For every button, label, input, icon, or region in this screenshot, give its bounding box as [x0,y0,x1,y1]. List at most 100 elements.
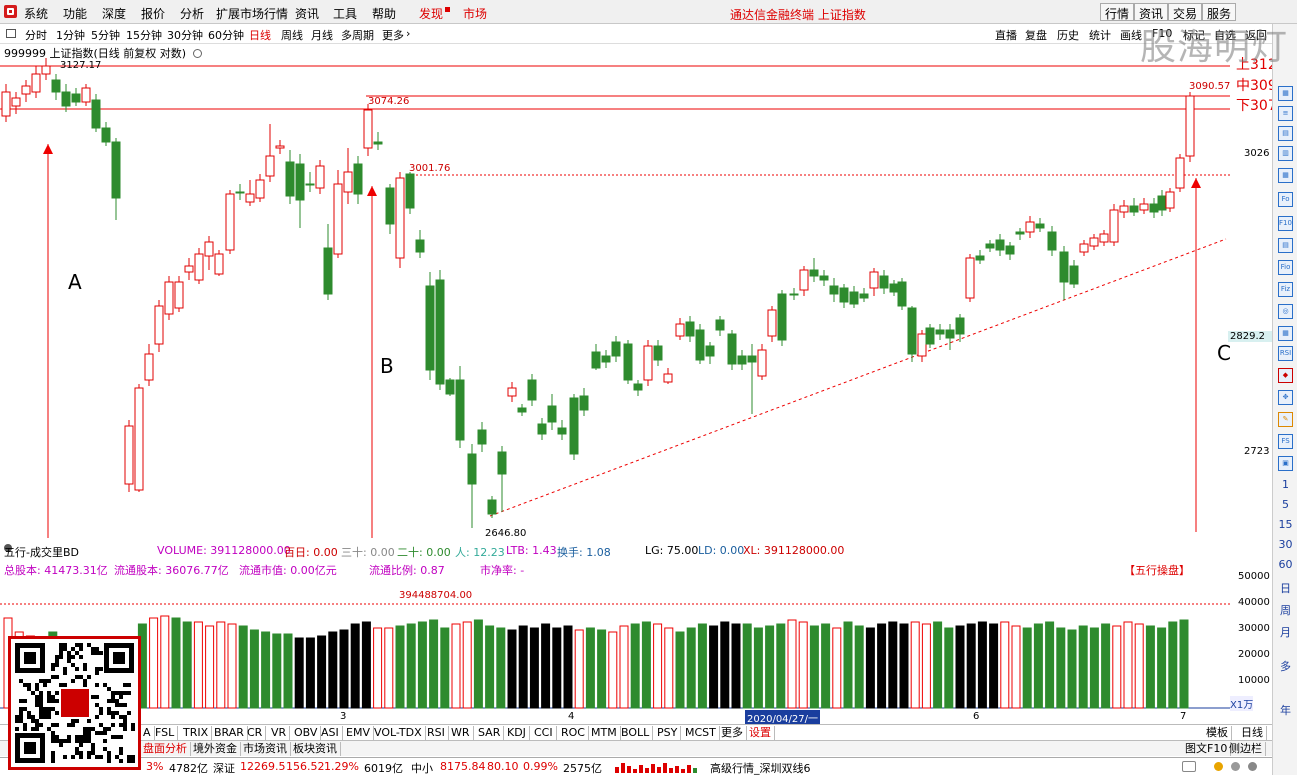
tab-review[interactable]: 复盘 [1025,29,1047,42]
period-15min[interactable]: 15分钟 [126,29,162,42]
grid-view-icon[interactable]: ▦ [1278,86,1293,101]
settings-gear-icon[interactable] [1248,762,1257,771]
indicator-tab-4[interactable]: CR [244,726,267,740]
indicator-tab-0[interactable]: A [140,726,155,740]
period-1min[interactable]: 1分钟 [56,29,85,42]
menu-system[interactable]: 系统 [24,7,49,21]
layout-icon[interactable]: ▣ [1278,456,1293,471]
period-side-5[interactable]: 5 [1282,498,1289,511]
wuxing-button[interactable]: 【五行操盘】 [1124,564,1190,577]
gem-icon[interactable]: ◆ [1278,368,1293,383]
chevron-right-icon[interactable]: › [406,27,411,40]
table-view-icon[interactable]: ▦ [1278,168,1293,183]
indicator-tab-11[interactable]: WR [448,726,474,740]
layout-toggle-icon[interactable] [6,29,16,38]
tab-foreign-capital[interactable]: 境外资金 [190,742,241,756]
period-side-year[interactable]: 年 [1280,704,1291,717]
candlestick-chart[interactable] [0,44,1230,539]
fio-icon[interactable]: Fio [1278,260,1293,275]
tab-watchlist[interactable]: 自选 [1214,29,1236,42]
btn-service[interactable]: 服务 [1202,3,1237,21]
tab-stats[interactable]: 统计 [1089,29,1111,42]
period-monthly[interactable]: 月线 [311,29,333,42]
menu-news[interactable]: 资讯 [295,7,320,21]
period-5min[interactable]: 5分钟 [91,29,120,42]
indicator-tab-16[interactable]: MTM [588,726,621,740]
alert-icon[interactable] [1214,762,1223,771]
period-side-60[interactable]: 60 [1278,558,1293,571]
menu-function[interactable]: 功能 [63,7,88,21]
volume-chart[interactable] [0,540,1230,710]
circle-tool-icon[interactable]: ◎ [1278,304,1293,319]
btn-quotes[interactable]: 行情 [1100,3,1135,21]
indicator-tab-13[interactable]: KDJ [504,726,530,740]
network-icon[interactable] [1231,762,1240,771]
fs-icon[interactable]: FS [1278,434,1293,449]
tab-sector-news[interactable]: 板块资讯 [290,742,341,756]
doc-icon[interactable]: ▤ [1278,238,1293,253]
period-side-multi[interactable]: 多 [1280,660,1291,673]
indicator-tab-5[interactable]: VR [268,726,291,740]
indicator-tab-10[interactable]: RSI [424,726,449,740]
period-side-30[interactable]: 30 [1278,538,1293,551]
f10-icon[interactable]: F10 [1278,216,1293,231]
indicator-tab-1[interactable]: FSL [152,726,179,740]
indicator-tab-19[interactable]: MCST [682,726,720,740]
tab-f10[interactable]: F10 [1152,27,1173,40]
period-more[interactable]: 更多 [382,29,404,42]
indicator-tab-2[interactable]: TRIX [180,726,213,740]
period-30min[interactable]: 30分钟 [167,29,203,42]
rsi-icon[interactable]: RSI [1278,346,1293,361]
indicator-tab-12[interactable]: SAR [475,726,505,740]
tab-draw[interactable]: 画线 [1120,29,1142,42]
menu-depth[interactable]: 深度 [102,7,127,21]
chart-view-icon[interactable]: ▤ [1278,126,1293,141]
tab-sidebar[interactable]: 侧边栏 [1226,742,1266,756]
tab-mark[interactable]: 标记 [1183,29,1205,42]
tab-live[interactable]: 直播 [995,29,1017,42]
move-icon[interactable]: ✥ [1278,390,1293,405]
settings-icon[interactable] [192,49,202,58]
tab-discover[interactable]: 发现 [419,7,444,21]
tab-history[interactable]: 历史 [1057,29,1079,42]
period-intraday[interactable]: 分时 [25,29,47,42]
tab-market[interactable]: 市场 [463,7,488,21]
tab-back[interactable]: 返回 [1245,29,1267,42]
indicator-tab-18[interactable]: PSY [654,726,682,740]
fiz-icon[interactable]: Fiz [1278,282,1293,297]
bottom-right-tab-0[interactable]: 模板 [1203,726,1232,740]
pencil-icon[interactable]: ✎ [1278,412,1293,427]
tab-market-analysis[interactable]: 盘面分析 [140,742,191,756]
tab-f10-text[interactable]: 图文F10 [1182,742,1232,756]
menu-extended-market[interactable]: 扩展市场行情 [216,7,289,21]
period-weekly[interactable]: 周线 [281,29,303,42]
indicator-tab-6[interactable]: OBV [291,726,322,740]
indicator-tab-17[interactable]: BOLL [618,726,654,740]
period-side-15[interactable]: 15 [1278,518,1293,531]
bottom-right-tab-1[interactable]: 日线 [1238,726,1267,740]
indicator-tab-3[interactable]: BRAR [211,726,248,740]
f0-icon[interactable]: Fo [1278,192,1293,207]
indicator-tab-7[interactable]: ASI [318,726,343,740]
period-60min[interactable]: 60分钟 [208,29,244,42]
indicator-tab-9[interactable]: VOL-TDX [371,726,426,740]
indicator-tab-20[interactable]: 更多 [718,726,747,740]
period-daily[interactable]: 日线 [249,29,271,42]
period-multi[interactable]: 多周期 [341,29,374,42]
app-logo-icon[interactable] [4,5,17,18]
list-view-icon[interactable]: ≡ [1278,106,1293,121]
bar-view-icon[interactable]: ▥ [1278,146,1293,161]
menu-tools[interactable]: 工具 [333,7,358,21]
period-side-day[interactable]: 日 [1280,582,1291,595]
compare-icon[interactable]: ▦ [1278,326,1293,341]
btn-news[interactable]: 资讯 [1134,3,1169,21]
indicator-tab-14[interactable]: CCI [531,726,557,740]
indicator-tab-21[interactable]: 设置 [746,726,775,740]
btn-trade[interactable]: 交易 [1168,3,1203,21]
menu-quote[interactable]: 报价 [141,7,166,21]
period-side-week[interactable]: 周 [1280,604,1291,617]
indicator-tab-8[interactable]: EMV [343,726,374,740]
indicator-tab-15[interactable]: ROC [558,726,589,740]
period-side-month[interactable]: 月 [1280,626,1291,639]
tab-market-news[interactable]: 市场资讯 [240,742,291,756]
